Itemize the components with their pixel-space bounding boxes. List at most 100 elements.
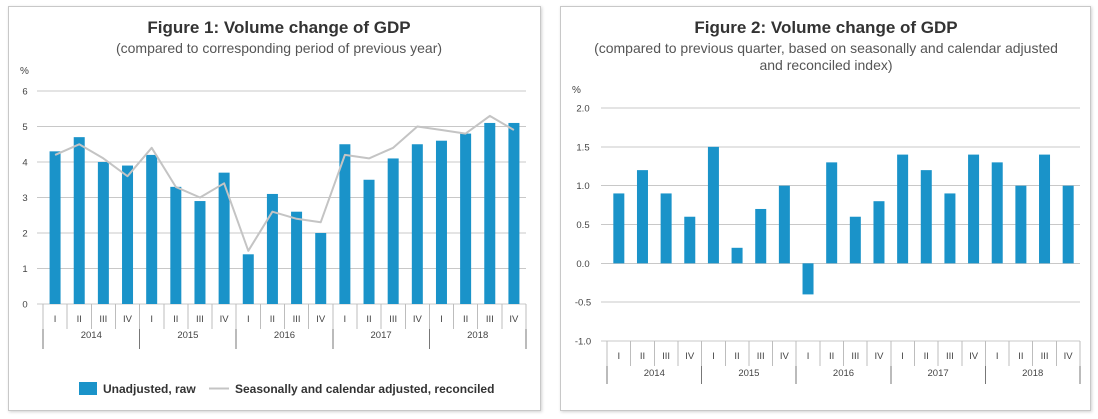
x-tick-label: III: [99, 314, 107, 325]
x-tick-label: III: [293, 314, 301, 325]
bar: [315, 233, 327, 304]
chart-subtitle-line-2: and reconciled index): [759, 57, 892, 73]
bar: [73, 137, 85, 304]
x-tick-label: I: [344, 314, 347, 325]
x-tick-label: III: [1041, 351, 1049, 362]
x-tick-label: I: [712, 351, 715, 362]
x-tick-label: III: [946, 351, 954, 362]
x-tick-label: III: [389, 314, 397, 325]
figure-1-panel: Figure 1: Volume change of GDP (compared…: [8, 6, 541, 411]
x-tick-label: II: [734, 351, 739, 362]
bar: [731, 247, 743, 264]
bar: [97, 162, 109, 304]
chart-title: Figure 1: Volume change of GDP: [147, 18, 410, 37]
bar: [920, 170, 932, 264]
x-tick-label: IV: [874, 351, 884, 362]
figure-2-chart: Figure 2: Volume change of GDP (compared…: [572, 18, 1081, 384]
x-group-label: 2014: [644, 368, 665, 379]
bar: [146, 154, 158, 304]
bar: [968, 154, 980, 264]
y-tick-label: 1.0: [576, 181, 589, 192]
x-tick-label: II: [366, 314, 371, 325]
bar: [435, 140, 447, 304]
x-tick-label: IV: [316, 314, 326, 325]
y-tick-label: 3: [22, 193, 27, 204]
y-tick-label: -1.0: [575, 337, 591, 348]
y-tick-label: 4: [22, 158, 27, 169]
x-tick-label: II: [77, 314, 82, 325]
bar: [991, 162, 1003, 264]
x-tick-label: IV: [220, 314, 230, 325]
figure-2-panel: Figure 2: Volume change of GDP (compared…: [560, 6, 1091, 411]
bar: [944, 193, 956, 264]
legend-item-label: Seasonally and calendar adjusted, reconc…: [235, 382, 494, 396]
bar: [291, 211, 303, 304]
bar: [242, 254, 254, 304]
x-tick-label: I: [996, 351, 999, 362]
x-tick-label: IV: [413, 314, 423, 325]
x-tick-label: I: [150, 314, 153, 325]
y-tick-label: 1: [22, 264, 27, 275]
figure-1-chart: Figure 1: Volume change of GDP (compared…: [20, 18, 527, 396]
bar: [660, 193, 672, 264]
x-tick-label: II: [640, 351, 645, 362]
x-tick-label: IV: [685, 351, 695, 362]
x-group-label: 2015: [177, 330, 198, 341]
x-tick-label: II: [924, 351, 929, 362]
x-group-label: 2015: [738, 368, 759, 379]
bar: [636, 170, 648, 264]
x-group-label: 2014: [81, 330, 102, 341]
x-group-label: 2016: [274, 330, 295, 341]
bar: [170, 186, 182, 304]
bar: [897, 154, 909, 264]
x-tick-label: IV: [969, 351, 979, 362]
bar: [411, 144, 423, 304]
y-tick-label: 0.5: [576, 220, 589, 231]
bar: [873, 201, 885, 264]
y-unit-label: %: [20, 66, 29, 77]
x-tick-label: I: [807, 351, 810, 362]
y-tick-label: 6: [22, 87, 27, 98]
bar: [387, 158, 399, 304]
bar: [778, 185, 790, 264]
x-tick-label: I: [247, 314, 250, 325]
bar: [613, 193, 625, 264]
y-tick-label: 0.0: [576, 259, 589, 270]
bar: [1062, 185, 1074, 264]
x-tick-label: IV: [1064, 351, 1074, 362]
x-tick-label: IV: [123, 314, 133, 325]
bar: [508, 122, 520, 304]
x-tick-label: III: [196, 314, 204, 325]
x-tick-label: II: [173, 314, 178, 325]
y-tick-label: -0.5: [575, 298, 591, 309]
bar: [484, 122, 496, 304]
chart-subtitle-line-1: (compared to previous quarter, based on …: [594, 40, 1058, 56]
y-tick-label: 0: [22, 300, 27, 311]
x-tick-label: I: [440, 314, 443, 325]
bar: [684, 216, 696, 264]
x-tick-label: III: [486, 314, 494, 325]
bar: [49, 151, 61, 304]
x-tick-label: II: [270, 314, 275, 325]
x-group-label: 2017: [371, 330, 392, 341]
legend-bar-swatch: [79, 382, 97, 395]
bar: [755, 208, 767, 264]
bar: [122, 165, 134, 304]
bar: [218, 172, 230, 304]
x-tick-label: III: [851, 351, 859, 362]
bar: [339, 144, 351, 304]
bar: [194, 201, 206, 304]
x-tick-label: I: [901, 351, 904, 362]
bar: [826, 162, 838, 264]
bar: [1015, 185, 1027, 264]
bar: [460, 133, 472, 304]
bar: [802, 263, 814, 295]
x-tick-label: III: [757, 351, 765, 362]
y-unit-label: %: [572, 85, 581, 96]
x-tick-label: II: [463, 314, 468, 325]
legend-item-label: Unadjusted, raw: [103, 382, 196, 396]
y-tick-label: 2.0: [576, 104, 589, 115]
bar: [266, 193, 278, 304]
x-tick-label: IV: [780, 351, 790, 362]
chart-subtitle: (compared to corresponding period of pre…: [116, 40, 442, 56]
